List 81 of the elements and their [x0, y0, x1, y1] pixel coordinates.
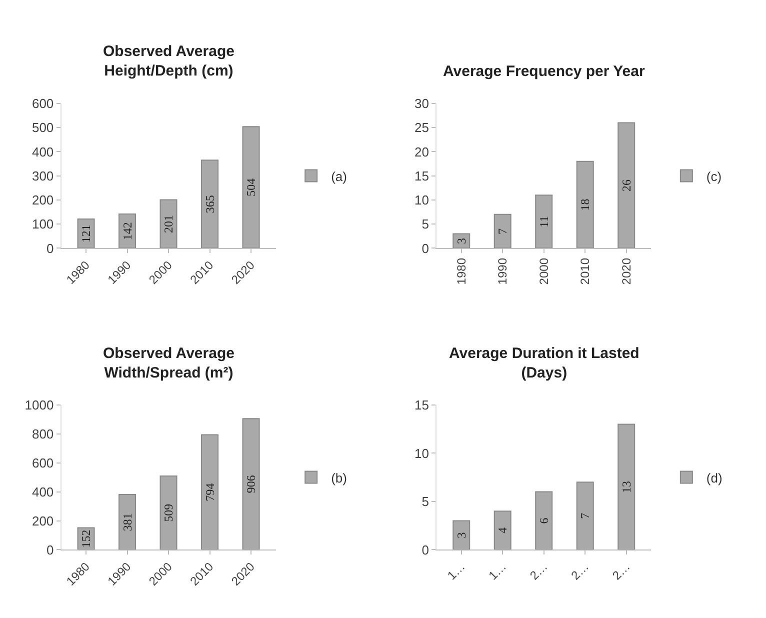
y-tick-label: 200 — [32, 192, 54, 208]
bar — [618, 122, 636, 248]
y-tick-label: 5 — [422, 216, 430, 232]
y-tick-label: 200 — [32, 513, 54, 528]
bar — [77, 218, 95, 248]
y-tick-label: 0 — [422, 542, 430, 558]
bar — [452, 233, 470, 248]
x-tick-label: 2… — [568, 560, 592, 583]
y-tick-label: 800 — [32, 426, 54, 442]
data-label: 7 — [496, 228, 510, 234]
y-tick-label: 600 — [32, 96, 54, 112]
x-tick-label: 1… — [444, 560, 468, 583]
legend-label: (c) — [706, 168, 722, 184]
y-tick-label: 10 — [414, 192, 430, 208]
legend-label: (d) — [706, 470, 722, 486]
y-tick-label: 500 — [32, 120, 54, 136]
data-label: 6 — [536, 518, 551, 524]
bar — [618, 424, 636, 550]
x-tick-label: 1980 — [454, 258, 468, 285]
data-label: 142 — [120, 222, 134, 240]
y-tick-label: 10 — [414, 446, 430, 461]
y-tick-label: 600 — [32, 455, 54, 470]
x-tick-label: 2… — [527, 560, 550, 583]
bar — [494, 214, 512, 248]
bar — [535, 194, 553, 248]
chart-title: Average Frequency per Year — [443, 63, 645, 80]
bar — [576, 482, 594, 550]
y-tick-label: 400 — [32, 484, 54, 500]
data-label: 152 — [79, 530, 94, 548]
bar — [535, 491, 553, 550]
x-tick-label: 2000 — [536, 258, 551, 285]
bar — [118, 494, 136, 550]
bar — [576, 160, 594, 248]
y-tick-label: 15 — [414, 168, 430, 184]
y-tick-label: 5 — [422, 494, 430, 510]
legend-label: (b) — [331, 470, 347, 486]
data-label: 381 — [120, 513, 134, 532]
chart-title: Observed Average Height/Depth (cm) — [103, 43, 234, 80]
x-tick-label: 2… — [610, 560, 633, 583]
x-tick-label: 2020 — [619, 258, 634, 285]
bar — [160, 476, 178, 550]
data-label: 7 — [578, 512, 592, 519]
bar — [452, 520, 470, 550]
bar — [494, 510, 512, 550]
data-label: 504 — [244, 178, 258, 196]
data-label: 4 — [496, 527, 510, 534]
bar — [160, 199, 178, 248]
data-label: 906 — [244, 475, 258, 494]
x-tick-label: 2010 — [578, 258, 592, 285]
x-tick-label: 1… — [486, 560, 509, 583]
data-label: 13 — [619, 480, 634, 493]
data-label: 121 — [79, 224, 94, 243]
bar — [242, 418, 260, 550]
y-tick-label: 0 — [46, 542, 54, 558]
x-tick-label: 1990 — [496, 258, 510, 285]
y-tick-label: 100 — [32, 216, 54, 232]
data-label: 509 — [162, 504, 176, 522]
chart-title: Average Duration it Lasted (Days) — [449, 345, 640, 382]
bar — [201, 434, 219, 550]
y-tick-label: 0 — [46, 240, 54, 256]
data-label: 794 — [202, 483, 217, 502]
y-tick-label: 0 — [422, 240, 430, 256]
y-tick-label: 1000 — [24, 398, 54, 413]
data-label: 18 — [578, 198, 592, 211]
data-label: 3 — [454, 532, 468, 538]
y-tick-label: 400 — [32, 144, 54, 160]
y-tick-label: 15 — [414, 398, 430, 413]
y-tick-label: 20 — [414, 144, 430, 160]
bar — [201, 160, 219, 248]
bar — [118, 213, 136, 248]
data-label: 11 — [536, 216, 551, 228]
y-tick-label: 300 — [32, 168, 54, 184]
data-label: 201 — [162, 214, 176, 233]
data-label: 3 — [454, 238, 468, 244]
chart-title: Observed Average Width/Spread (m²) — [103, 345, 234, 382]
y-tick-label: 25 — [414, 120, 430, 136]
data-label: 26 — [619, 179, 634, 192]
bar — [242, 126, 260, 248]
data-label: 365 — [202, 195, 217, 214]
y-tick-label: 30 — [414, 96, 430, 112]
legend-label: (a) — [331, 168, 347, 184]
